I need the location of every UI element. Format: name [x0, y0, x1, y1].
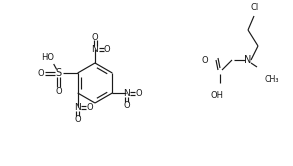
Text: Cl: Cl	[251, 3, 259, 12]
Text: O: O	[135, 88, 142, 97]
Text: CH₃: CH₃	[265, 75, 280, 84]
Text: O: O	[55, 86, 62, 95]
Text: O: O	[74, 115, 81, 124]
Text: OH: OH	[210, 91, 224, 100]
Text: O: O	[92, 33, 98, 42]
Text: O: O	[104, 44, 110, 53]
Text: O: O	[38, 69, 44, 78]
Text: HO: HO	[41, 52, 54, 61]
Text: O: O	[86, 102, 93, 112]
Text: N: N	[244, 55, 252, 65]
Text: N: N	[74, 102, 81, 112]
Text: N: N	[92, 44, 98, 53]
Text: O: O	[201, 55, 208, 65]
Text: S: S	[56, 68, 62, 78]
Text: O: O	[123, 100, 130, 110]
Text: N: N	[123, 88, 130, 97]
